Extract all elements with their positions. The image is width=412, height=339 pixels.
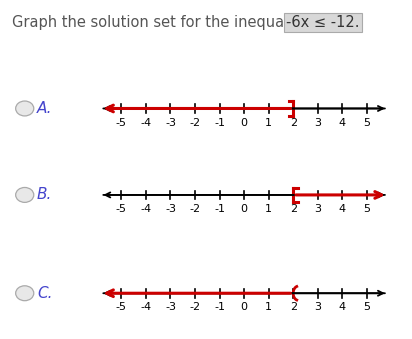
Text: -4: -4 — [140, 302, 152, 313]
Text: 5: 5 — [363, 302, 370, 313]
Text: 3: 3 — [314, 204, 321, 214]
Text: 1: 1 — [265, 118, 272, 128]
Text: 5: 5 — [363, 204, 370, 214]
Text: Graph the solution set for the inequality: Graph the solution set for the inequalit… — [12, 15, 312, 30]
Text: -1: -1 — [214, 204, 225, 214]
Text: -3: -3 — [165, 118, 176, 128]
Text: -2: -2 — [190, 118, 201, 128]
Text: -5: -5 — [116, 118, 127, 128]
Text: 2: 2 — [290, 204, 297, 214]
Text: 2: 2 — [290, 302, 297, 313]
Text: 0: 0 — [241, 204, 248, 214]
Text: A.: A. — [37, 101, 53, 116]
Text: -4: -4 — [140, 118, 152, 128]
Text: -5: -5 — [116, 302, 127, 313]
Text: -3: -3 — [165, 204, 176, 214]
Text: -6x ≤ -12.: -6x ≤ -12. — [286, 15, 360, 30]
Text: 4: 4 — [339, 118, 346, 128]
Text: C.: C. — [37, 286, 53, 301]
Text: 3: 3 — [314, 118, 321, 128]
Text: -2: -2 — [190, 302, 201, 313]
Text: 1: 1 — [265, 204, 272, 214]
Text: 0: 0 — [241, 118, 248, 128]
Text: 4: 4 — [339, 204, 346, 214]
Text: 0: 0 — [241, 302, 248, 313]
Text: B.: B. — [37, 187, 52, 202]
Text: 4: 4 — [339, 302, 346, 313]
Text: -1: -1 — [214, 118, 225, 128]
Text: 1: 1 — [265, 302, 272, 313]
Text: 2: 2 — [290, 118, 297, 128]
Text: -4: -4 — [140, 204, 152, 214]
Text: 3: 3 — [314, 302, 321, 313]
Text: -2: -2 — [190, 204, 201, 214]
Text: -1: -1 — [214, 302, 225, 313]
Text: -3: -3 — [165, 302, 176, 313]
Text: 5: 5 — [363, 118, 370, 128]
Text: -5: -5 — [116, 204, 127, 214]
